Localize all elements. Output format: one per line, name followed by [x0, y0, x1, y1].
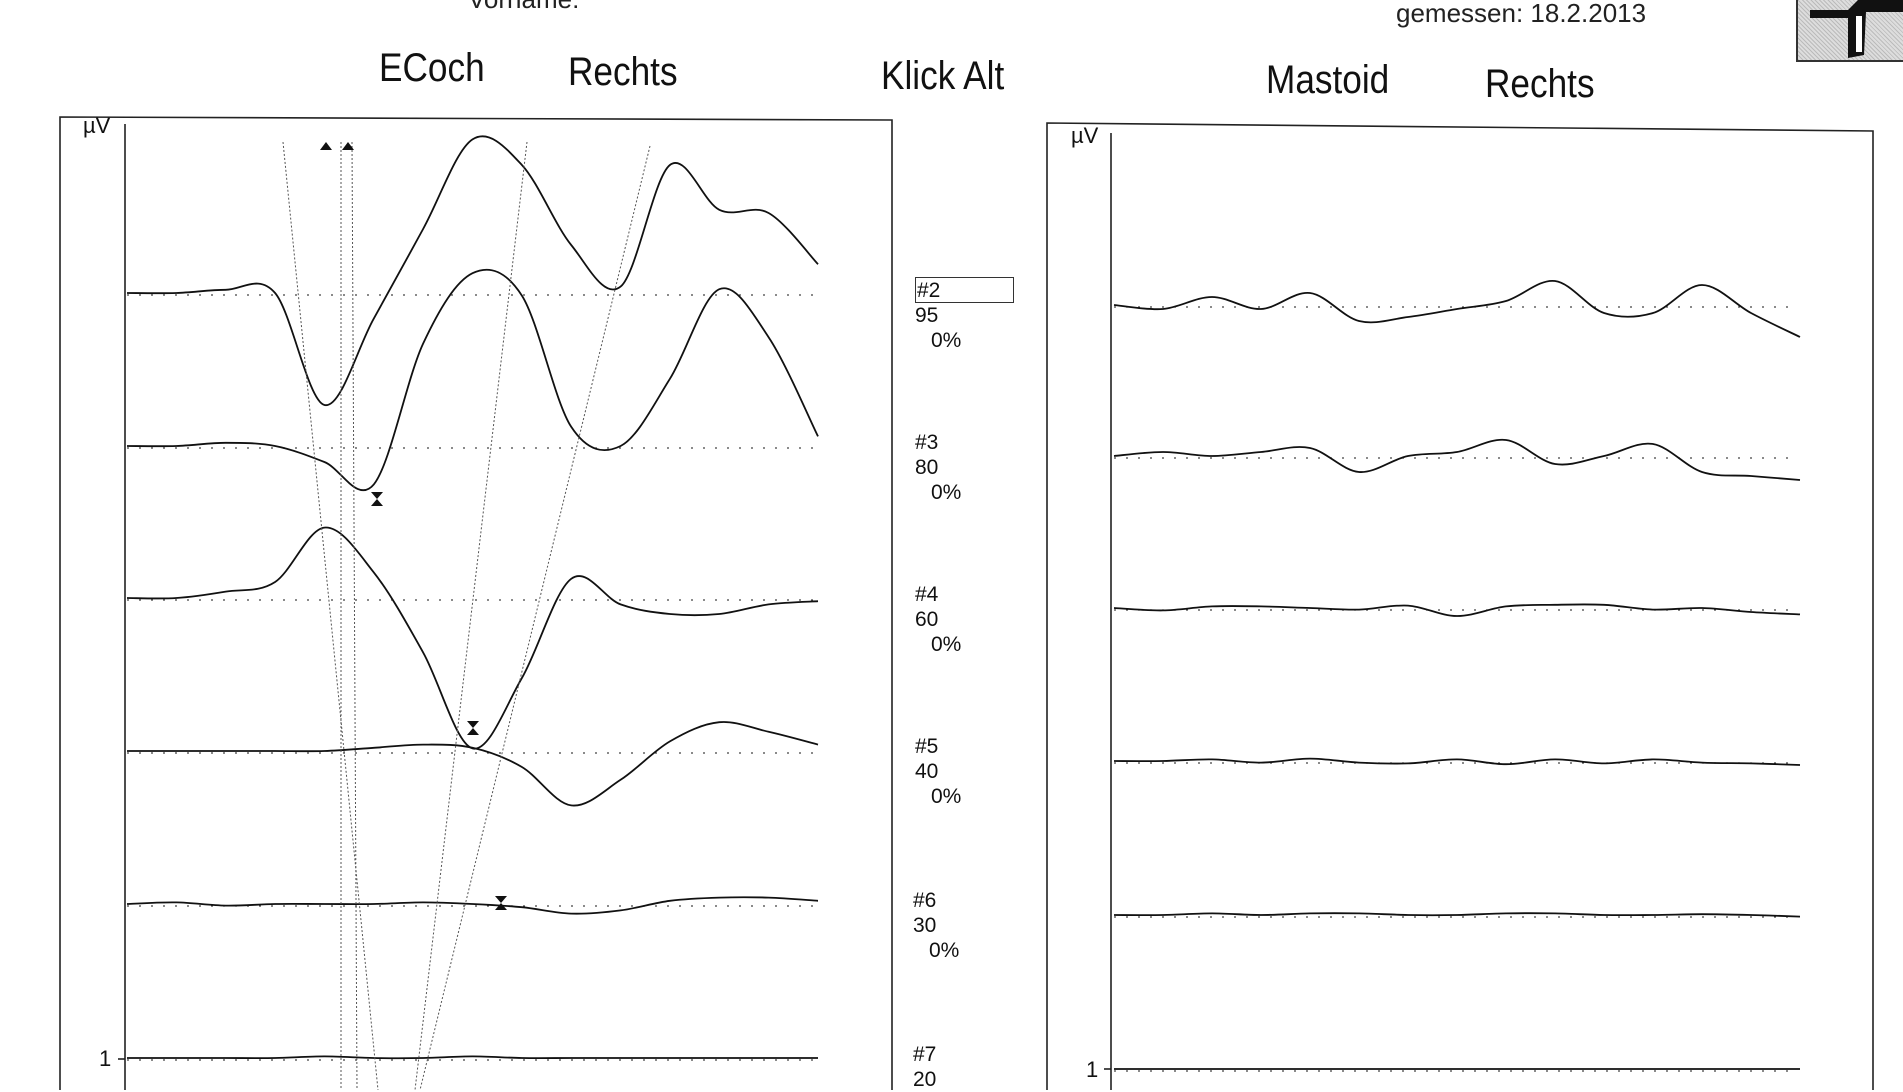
right-panel-frame: [1046, 122, 1874, 1090]
right-title-rechts: Rechts: [1485, 62, 1595, 106]
peak-marker: [371, 492, 383, 499]
trace-label-4: #4 60 0%: [915, 582, 961, 657]
peak-marker: [371, 499, 383, 506]
trace-artifact: 0%: [931, 785, 962, 808]
overflow-trace: [282, 141, 379, 1090]
trace-level: 60: [915, 608, 939, 631]
trace-label-3: #3 80 0%: [915, 430, 961, 505]
trace-label-2: #2 95 0%: [915, 277, 1014, 353]
left-title-ecoch: ECoch: [379, 46, 485, 90]
trace-artifact: 0%: [931, 633, 962, 656]
left-panel-frame: [59, 116, 893, 1090]
overflow-marker: [342, 142, 354, 150]
peak-marker: [495, 896, 507, 903]
left-markers: [320, 142, 507, 910]
trace-artifact: 0%: [931, 481, 962, 504]
peak-marker: [467, 728, 479, 735]
right-scale-tick-label: 1: [1086, 1057, 1099, 1082]
trace-level: 95: [915, 304, 939, 327]
trace-6: [1113, 912, 1801, 918]
measured-date: gemessen: 18.2.2013: [1396, 0, 1647, 28]
trace-level: 20: [913, 1068, 937, 1091]
right-title-mastoid: Mastoid: [1266, 58, 1390, 102]
trace-3: [126, 268, 819, 492]
trace-level: 30: [913, 914, 937, 937]
trace-label-5: #5 40 0%: [915, 734, 961, 809]
trace-2: [126, 135, 819, 406]
name-label: Vorname:: [468, 0, 579, 15]
trace-artifact: 0%: [929, 939, 960, 962]
trace-label-6: #6 30 0%: [913, 888, 959, 963]
trace-4: [126, 526, 819, 750]
trace-level: 40: [915, 760, 939, 783]
trace-4: [1113, 603, 1801, 617]
trace-5: [127, 721, 819, 807]
right-y-unit: µV: [1071, 123, 1099, 148]
left-scale-tick-label: 1: [99, 1046, 112, 1071]
left-title-rechts: Rechts: [568, 50, 678, 94]
trace-artifact: 0%: [931, 329, 962, 352]
logo: [1796, 0, 1903, 62]
overflow-marker: [320, 142, 332, 150]
trace-5: [1113, 757, 1801, 766]
trace-7: [127, 1055, 818, 1060]
overflow-trace: [351, 141, 358, 1090]
trace-3: [1113, 438, 1801, 481]
logo-mark-icon: [1810, 0, 1903, 58]
left-traces: [126, 135, 819, 1090]
right-traces: [1113, 280, 1801, 1072]
trace-id: #4: [915, 583, 939, 606]
trace-level: 80: [915, 456, 939, 479]
trace-2: [1113, 280, 1801, 338]
trace-id: #6: [913, 889, 937, 912]
trace-6: [126, 896, 819, 915]
peak-marker: [495, 903, 507, 910]
trace-label-7: #7 20: [913, 1042, 936, 1092]
trace-id: #3: [915, 431, 939, 454]
overflow-trace: [419, 145, 651, 1090]
trace-id: #7: [913, 1043, 937, 1066]
peak-marker: [467, 721, 479, 728]
stimulus-title: Klick Alt: [881, 54, 1005, 98]
trace-id: #5: [915, 735, 939, 758]
overflow-trace: [414, 141, 528, 1090]
trace-id: #2: [915, 277, 1014, 303]
